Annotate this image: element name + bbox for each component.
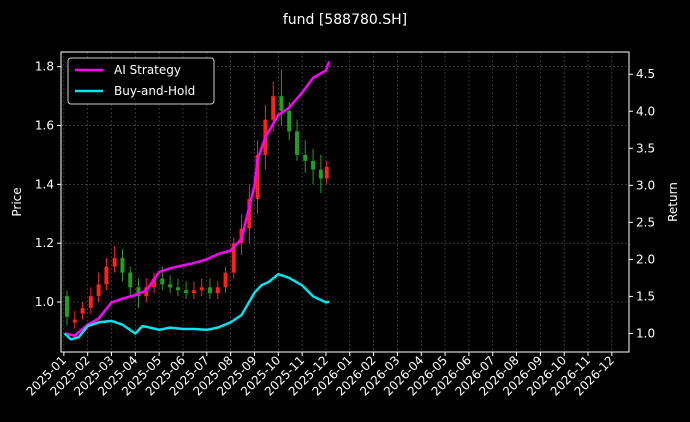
candle-body	[215, 287, 220, 294]
candle-body	[136, 287, 141, 297]
candle-body	[128, 272, 133, 288]
y-tick-label-left: 1.4	[35, 177, 54, 191]
candle-body	[120, 257, 125, 273]
candle-body	[152, 278, 157, 288]
candle-body	[279, 96, 284, 111]
series-line-buy-and-hold	[63, 272, 330, 341]
candle-body	[295, 131, 300, 155]
legend: AI Strategy Buy-and-Hold	[67, 57, 215, 105]
y-tick-label-right: 2.5	[636, 215, 655, 229]
y-axis-left: 1.0 1.2 1.4 1.6 1.8	[35, 60, 61, 309]
candle-body	[96, 284, 101, 297]
y-tick-label-left: 1.6	[35, 119, 54, 133]
candle-body	[303, 154, 308, 161]
candle-body	[184, 290, 189, 294]
y-tick-label-right: 1.5	[636, 289, 655, 303]
y-tick-label-right: 3.5	[636, 141, 655, 155]
candle-body	[255, 154, 260, 200]
candle-body	[64, 296, 69, 317]
candle-body	[175, 287, 180, 291]
legend-label-buy-and-hold: Buy-and-Hold	[114, 84, 195, 98]
candle-body	[231, 243, 236, 273]
y-tick-label-right: 4.0	[636, 104, 655, 118]
plot-frame	[60, 51, 630, 353]
candle-body	[160, 278, 165, 285]
candle-body	[168, 284, 173, 288]
candle-body	[287, 110, 292, 132]
chart-title: fund [588780.SH]	[283, 12, 407, 28]
candle-body	[72, 319, 77, 323]
y-tick-label-left: 1.2	[35, 236, 54, 250]
legend-label-ai-strategy: AI Strategy	[114, 63, 181, 77]
y-tick-label-left: 1.0	[35, 295, 54, 309]
y-axis-right: 1.0 1.5 2.0 2.5 3.0 3.5 4.0 4.5	[629, 67, 655, 340]
candle-body	[199, 287, 204, 291]
candle-body	[318, 169, 323, 179]
series-line-ai-strategy	[64, 61, 331, 337]
y-tick-label-right: 2.0	[636, 252, 655, 266]
candle-body	[324, 166, 329, 179]
y-tick-label-right: 3.0	[636, 178, 655, 192]
candle-body	[207, 287, 212, 294]
legend-box	[67, 57, 215, 105]
y-axis-label-right: Return	[666, 182, 680, 222]
candle-body	[311, 160, 316, 170]
candle-body	[88, 296, 93, 308]
candle-body	[80, 307, 85, 314]
candle-body	[112, 257, 117, 267]
candle-body	[247, 199, 252, 229]
candle-body	[271, 96, 276, 120]
candle-body	[191, 290, 196, 294]
y-tick-label-right: 1.0	[636, 326, 655, 340]
y-tick-label-right: 4.5	[636, 67, 655, 81]
candle-body	[223, 272, 228, 288]
candle-body	[104, 266, 109, 285]
y-axis-label-left: Price	[10, 187, 24, 216]
series-lines	[63, 61, 331, 341]
y-tick-label-left: 1.8	[35, 60, 54, 74]
